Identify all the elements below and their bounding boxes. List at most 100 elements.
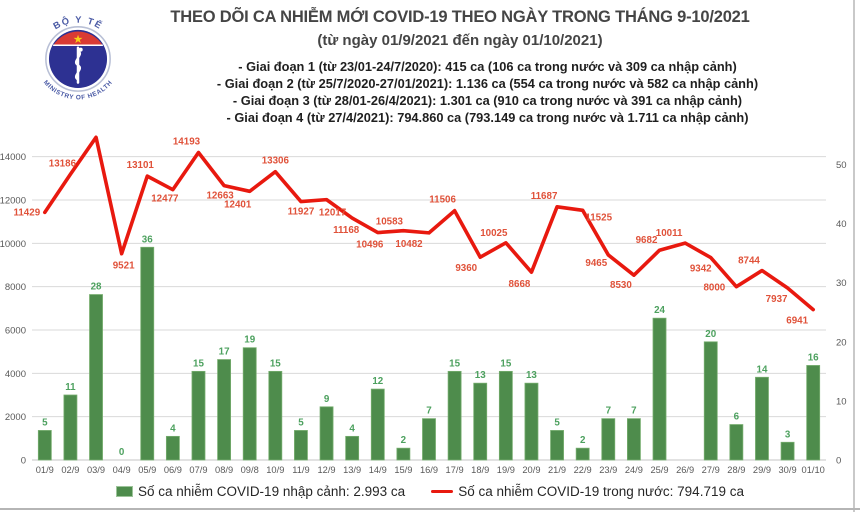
bar-imported-cases [268, 370, 283, 461]
line-value-label: 12477 [151, 194, 179, 205]
line-domestic-cases [43, 135, 815, 312]
bar-imported-cases [422, 418, 436, 461]
line-value-label: 10011 [656, 228, 683, 239]
x-axis-category-label: 21/9 [548, 465, 566, 475]
window-edge-bottom [0, 508, 860, 510]
bar-imported-cases [217, 359, 231, 461]
legend-line-label: Số ca nhiễm COVID-19 trong nước: 794.719… [458, 484, 744, 499]
x-axis-category-label: 05/9 [138, 465, 156, 475]
bar-value-label: 13 [475, 370, 486, 381]
line-value-label: 9342 [690, 264, 712, 275]
left-axis-tick-label: 12000 [0, 196, 26, 207]
bar-value-label: 4 [349, 423, 355, 434]
phase-4-summary: - Giai đoạn 4 (từ 27/4/2021): 794.860 ca… [226, 110, 749, 125]
x-axis-category-label: 25/9 [650, 465, 668, 475]
bar-value-label: 4 [170, 423, 176, 434]
x-axis-category-label: 15/9 [394, 465, 412, 475]
line-value-label: 10482 [395, 239, 423, 250]
bar-value-label: 0 [119, 447, 125, 458]
x-axis-category-label: 06/9 [164, 465, 182, 475]
line-value-label: 8668 [509, 279, 531, 290]
bar-value-label: 28 [91, 282, 102, 293]
x-axis-category-label: 01/9 [36, 465, 54, 475]
star-icon: ★ [73, 34, 83, 46]
bar-value-label: 7 [631, 406, 637, 417]
x-axis-category-label: 16/9 [420, 465, 438, 475]
bar-imported-cases [345, 435, 360, 461]
line-value-label: 9465 [585, 258, 607, 269]
right-axis-tick-label: 40 [836, 219, 847, 230]
logo-snake-head [78, 47, 83, 52]
x-axis-category-label: 04/9 [113, 465, 131, 475]
phase-1-summary: - Giai đoạn 1 (từ 23/01-24/7/2020): 415 … [238, 59, 737, 74]
page-title: THEO DÕI CA NHIỄM MỚI COVID-19 THEO NGÀY… [170, 8, 750, 26]
bar-value-label: 19 [244, 335, 255, 346]
x-axis-category-label: 12/9 [317, 465, 335, 475]
logo-snake [74, 49, 82, 81]
bar-value-label: 20 [705, 329, 716, 340]
line-value-label: 9682 [636, 235, 658, 246]
bar-value-label: 11 [65, 382, 76, 393]
legend-entry-domestic: Số ca nhiễm COVID-19 trong nước: 794.719… [431, 484, 744, 499]
bar-imported-cases [806, 365, 821, 461]
line-value-label: 13101 [127, 160, 155, 171]
line-value-label: 13186 [49, 158, 77, 169]
bar-imported-cases [627, 418, 641, 461]
x-axis-category-label: 19/9 [497, 465, 515, 475]
phase-summary-list: - Giai đoạn 1 (từ 23/01-24/7/2020): 415 … [70, 58, 850, 126]
line-value-label: 14193 [173, 136, 201, 147]
bar-value-label: 15 [270, 358, 281, 369]
line-value-label: 11168 [333, 225, 360, 236]
x-axis-category-label: 08/9 [215, 465, 233, 475]
line-value-label: 8744 [738, 256, 760, 267]
bar-value-label: 36 [142, 234, 153, 245]
left-axis-tick-label: 6000 [5, 326, 26, 337]
bar-value-label: 5 [554, 417, 560, 428]
x-axis-category-label: 18/9 [471, 465, 489, 475]
bar-value-label: 13 [526, 370, 537, 381]
bar-imported-cases [780, 441, 795, 461]
x-axis-category-label: 28/9 [727, 465, 745, 475]
bar-value-label: 6 [734, 412, 740, 423]
x-axis-category-label: 26/9 [676, 465, 694, 475]
right-axis-tick-label: 20 [836, 337, 847, 348]
x-axis-category-label: 13/9 [343, 465, 361, 475]
page-subtitle: (từ ngày 01/9/2021 đến ngày 01/10/2021) [317, 32, 603, 49]
bar-value-label: 15 [449, 358, 460, 369]
x-axis-category-label: 14/9 [369, 465, 387, 475]
bar-value-label: 3 [785, 429, 791, 440]
bar-value-label: 12 [372, 376, 383, 387]
right-axis-tick-label: 0 [836, 456, 841, 467]
x-axis-category-label: 03/9 [87, 465, 105, 475]
bar-value-label: 16 [808, 352, 819, 363]
line-value-label: 7937 [766, 294, 788, 305]
x-axis-category-label: 10/9 [266, 465, 284, 475]
left-axis-tick-label: 8000 [5, 282, 26, 293]
line-value-label: 13306 [262, 156, 290, 167]
line-value-label: 6941 [786, 316, 808, 327]
right-axis-tick-label: 10 [836, 396, 847, 407]
chart-svg: 0200040006000800010000120001400001020304… [0, 130, 847, 475]
x-axis-category-label: 23/9 [599, 465, 617, 475]
bar-imported-cases [370, 388, 385, 461]
bar-value-label: 15 [193, 358, 204, 369]
legend-line-swatch [431, 490, 454, 493]
bar-imported-cases [319, 406, 334, 461]
line-value-label: 11927 [288, 207, 315, 218]
header: THEO DÕI CA NHIỄM MỚI COVID-19 THEO NGÀY… [70, 8, 850, 126]
bar-value-label: 9 [324, 394, 330, 405]
line-value-label: 8530 [610, 280, 632, 291]
bar-imported-cases [191, 370, 206, 461]
x-axis-category-label: 09/8 [241, 465, 259, 475]
line-value-label: 9360 [455, 263, 477, 274]
x-axis-category-label: 02/9 [61, 465, 79, 475]
line-value-label: 8000 [703, 283, 725, 294]
bar-value-label: 17 [219, 347, 230, 358]
right-axis-tick-label: 50 [836, 160, 847, 171]
x-axis-category-label: 30/9 [779, 465, 797, 475]
bar-imported-cases [755, 376, 769, 461]
bar-value-label: 7 [606, 406, 612, 417]
bar-imported-cases [652, 317, 667, 461]
line-value-label: 12017 [319, 208, 347, 219]
